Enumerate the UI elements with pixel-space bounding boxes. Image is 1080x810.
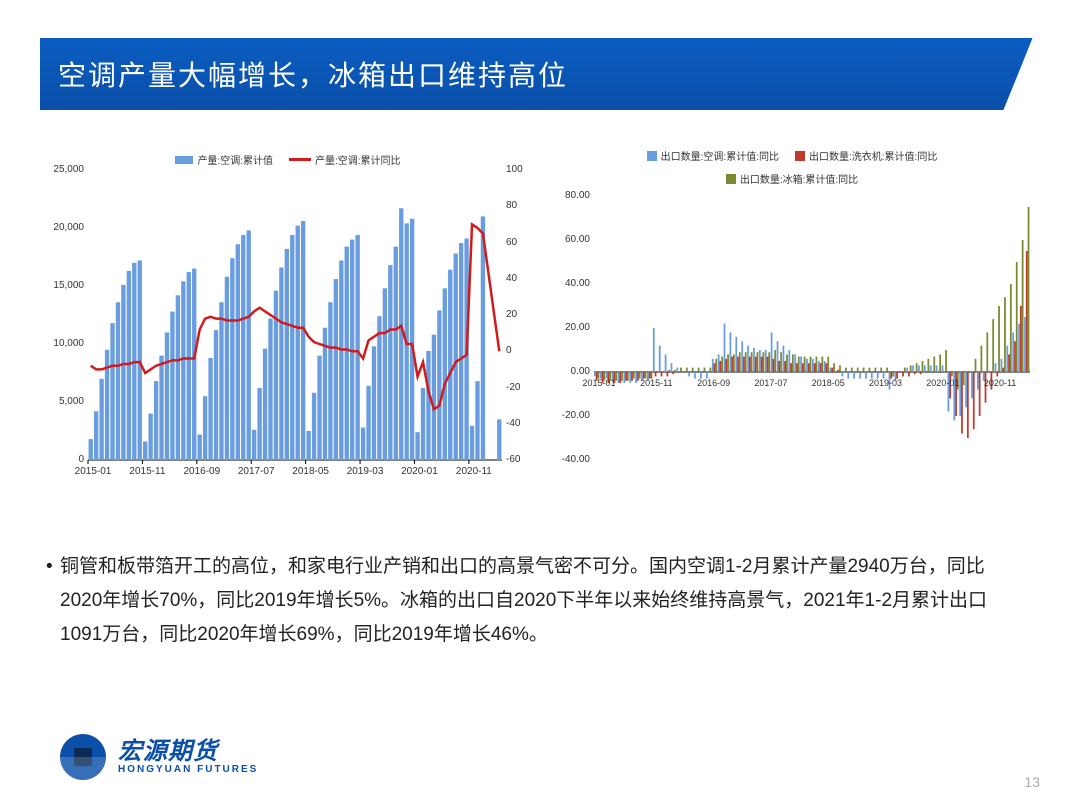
- logo-text: 宏源期货 HONGYUAN FUTURES: [118, 740, 258, 775]
- chart-export: 出口数量:空调:累计值:同比出口数量:洗衣机:累计值:同比出口数量:冰箱:累计值…: [544, 140, 1040, 500]
- page-number: 13: [1024, 774, 1040, 790]
- logo: 宏源期货 HONGYUAN FUTURES: [60, 734, 258, 780]
- charts-row: 产量:空调:累计值产量:空调:累计同比05,00010,00015,00020,…: [40, 140, 1040, 500]
- body-text: 铜管和板带箔开工的高位，和家电行业产销和出口的高景气密不可分。国内空调1-2月累…: [60, 550, 1020, 653]
- page-title: 空调产量大幅增长，冰箱出口维持高位: [58, 54, 568, 94]
- logo-icon: [60, 734, 106, 780]
- chart-production: 产量:空调:累计值产量:空调:累计同比05,00010,00015,00020,…: [40, 140, 536, 500]
- logo-en: HONGYUAN FUTURES: [118, 764, 258, 775]
- title-bar: 空调产量大幅增长，冰箱出口维持高位: [40, 38, 1040, 110]
- logo-cn: 宏源期货: [118, 740, 258, 764]
